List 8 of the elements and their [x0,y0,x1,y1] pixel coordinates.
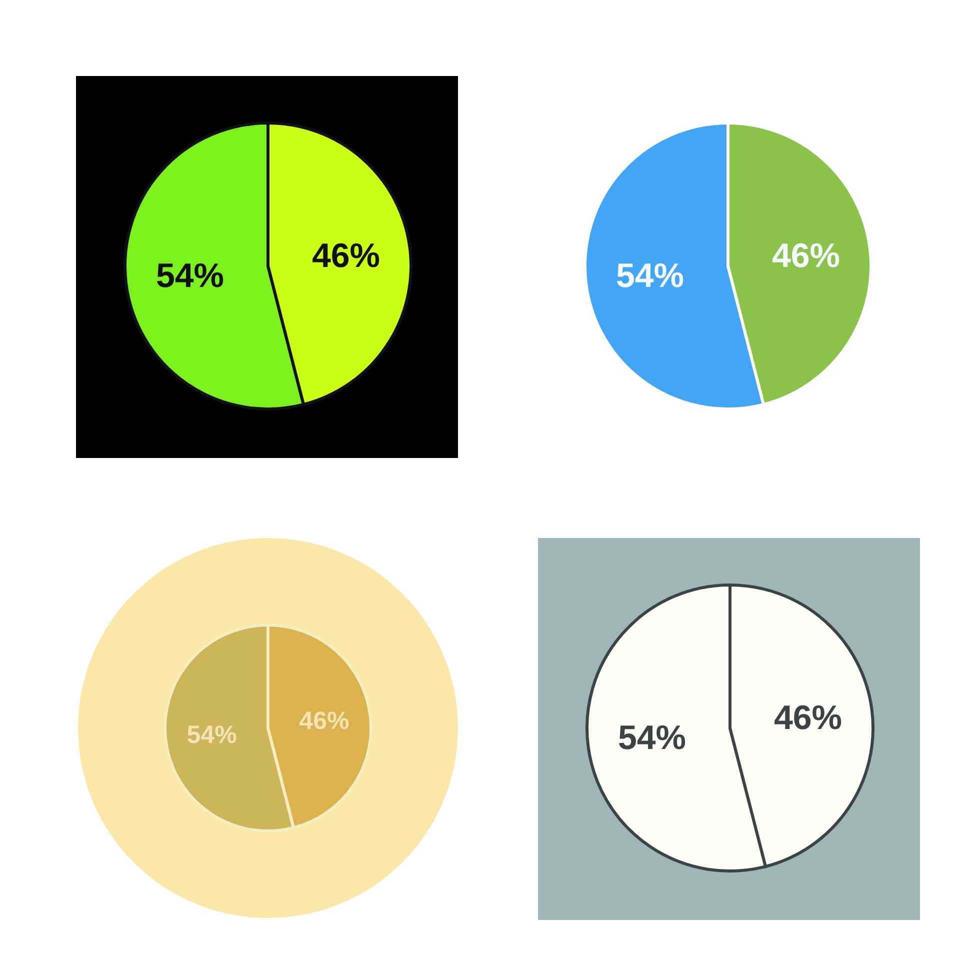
data-label: 46% [774,699,842,738]
data-label: 46% [299,706,350,735]
data-label: 46% [772,237,840,276]
data-label: 54% [618,718,686,757]
data-label: 54% [156,256,224,295]
data-label: 54% [616,256,684,295]
data-label: 54% [186,721,237,750]
data-label: 46% [312,237,380,276]
